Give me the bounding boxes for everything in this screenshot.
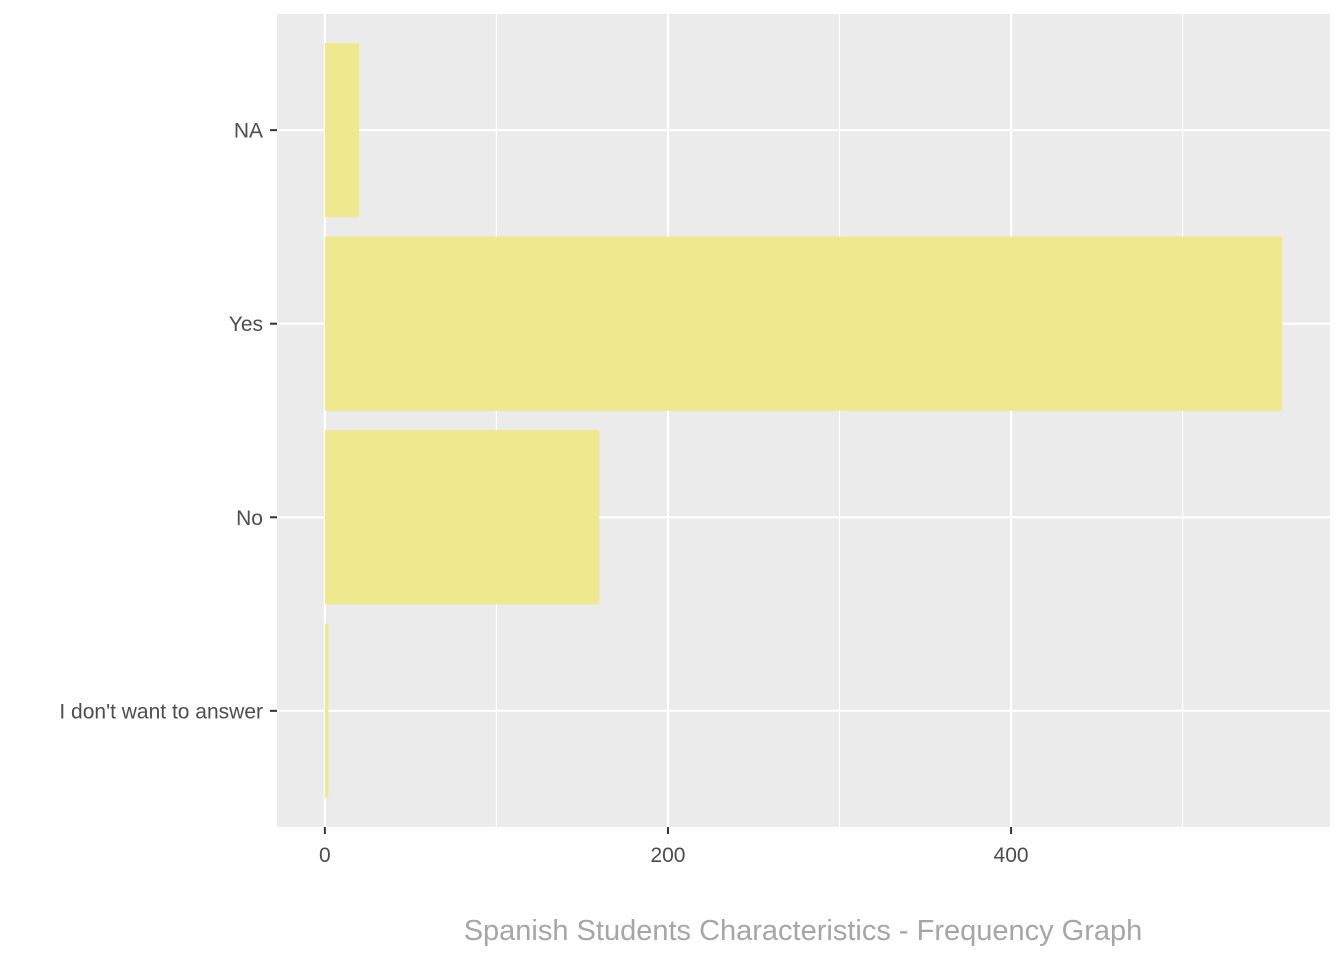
- bar-no: [324, 430, 600, 605]
- bars: [324, 43, 1283, 798]
- x-tick-label: 0: [319, 844, 331, 867]
- chart-caption: Spanish Students Characteristics - Frequ…: [464, 915, 1143, 947]
- bar-i-don-t-want-to-answer: [324, 623, 329, 798]
- plot-panel: [277, 14, 1330, 827]
- y-tick-label: Yes: [229, 313, 263, 336]
- axes: I don't want to answer No Yes NA 0 200 400: [59, 120, 1028, 867]
- y-tick-label: I don't want to answer: [59, 700, 263, 723]
- y-tick-label: NA: [234, 120, 263, 143]
- x-tick-label: 400: [994, 844, 1029, 867]
- bar-yes: [324, 236, 1283, 411]
- bar-na: [324, 43, 360, 218]
- x-tick-label: 200: [650, 844, 685, 867]
- y-tick-label: No: [236, 507, 263, 530]
